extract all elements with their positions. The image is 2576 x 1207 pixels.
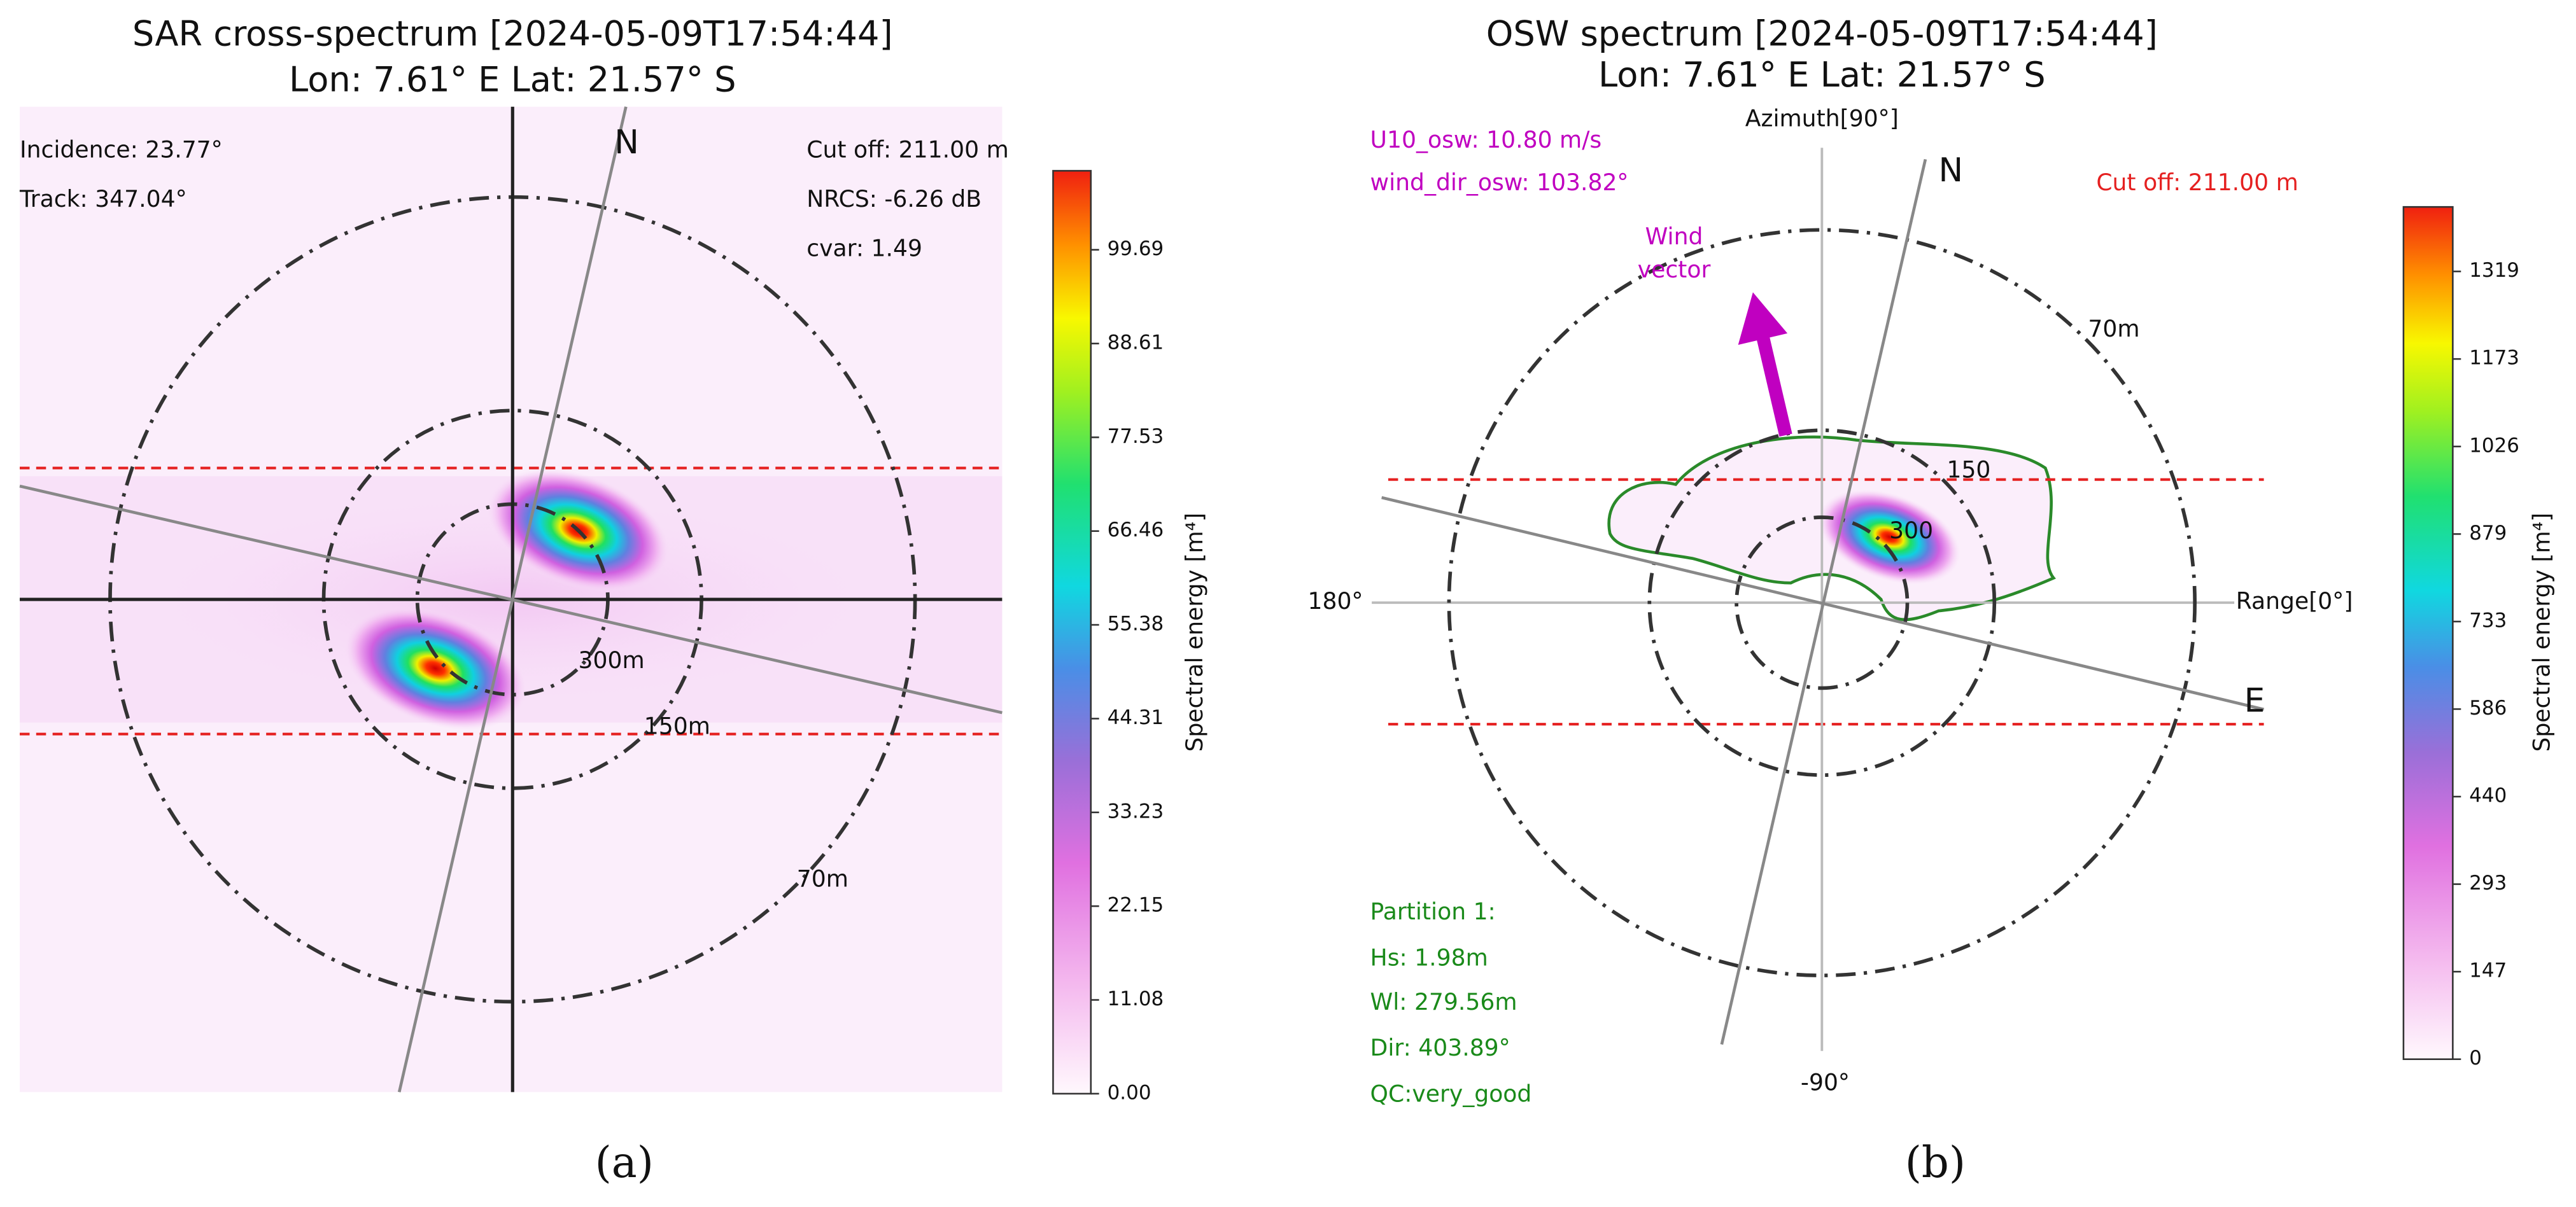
axis-label: Azimuth[90°] <box>1745 104 1899 132</box>
north-line <box>1720 158 1927 1045</box>
compass-label: N <box>1939 151 1964 190</box>
caption: (a) <box>595 1138 654 1187</box>
wind-vector-label: Wind <box>1645 223 1703 250</box>
east-line <box>19 484 1003 715</box>
colorbar <box>1052 170 1092 1095</box>
spectrum-peak <box>344 606 527 730</box>
colorbar-tick-label: 733 <box>2469 609 2507 632</box>
colorbar-tick-label: 44.31 <box>1108 706 1164 729</box>
caption: (b) <box>1905 1138 1966 1187</box>
compass-label: N <box>614 123 639 162</box>
colorbar-tick-label: 293 <box>2469 872 2507 895</box>
colorbar-label: Spectral energy [m⁴] <box>2528 513 2555 752</box>
partition-line: Hs: 1.98m <box>1370 944 1488 971</box>
colorbar-tick-label: 879 <box>2469 522 2507 545</box>
axis-label: Range[0°] <box>2236 587 2353 615</box>
wind-info: wind_dir_osw: 103.82° <box>1370 169 1629 196</box>
colorbar-tick-label: 1173 <box>2469 347 2519 370</box>
compass-label: E <box>2244 682 2265 720</box>
panel-b: OSW spectrum [2024-05-09T17:54:44] Lon: … <box>1307 13 2555 1187</box>
partition-title: Partition 1: <box>1370 898 1496 925</box>
ring-label: 150m <box>644 712 710 739</box>
info: Incidence: 23.77° <box>20 136 223 163</box>
ring-label: 70m <box>797 865 848 892</box>
colorbar-tick-label: 11.08 <box>1108 987 1164 1010</box>
wind-info: U10_osw: 10.80 m/s <box>1370 126 1602 153</box>
colorbar-tick-label: 66.46 <box>1108 519 1164 541</box>
colorbar <box>2402 206 2454 1061</box>
ring-label: 70m <box>2088 315 2139 342</box>
colorbar-tick-label: 0 <box>2469 1047 2482 1070</box>
colorbar-tick-label: 0.00 <box>1108 1081 1151 1104</box>
title: Lon: 7.61° E Lat: 21.57° S <box>1598 55 2046 95</box>
wind-arrow-head <box>1738 292 1788 345</box>
colorbar-label: Spectral energy [m⁴] <box>1181 513 1208 752</box>
colorbar-tick-label: 147 <box>2469 959 2507 982</box>
colorbar-tick-label: 55.38 <box>1108 613 1164 636</box>
axis-label: 180° <box>1307 587 1363 615</box>
info: cvar: 1.49 <box>806 234 922 262</box>
partition-line: QC:very_good <box>1370 1080 1532 1107</box>
ring-label: 300 <box>1889 517 1933 544</box>
info: NRCS: -6.26 dB <box>806 185 982 213</box>
colorbar-tick-label: 440 <box>2469 785 2507 807</box>
title: OSW spectrum [2024-05-09T17:54:44] <box>1486 13 2158 53</box>
colorbar-tick-label: 1319 <box>2469 259 2519 282</box>
colorbar-tick-label: 88.61 <box>1108 331 1164 354</box>
cutoff: Cut off: 211.00 m <box>2096 169 2298 196</box>
ring-label: 300m <box>579 646 645 674</box>
partition-line: Wl: 279.56m <box>1370 988 1517 1015</box>
ring <box>1735 515 1910 690</box>
spectrum-peak <box>1818 489 1960 585</box>
colorbar-tick-label: 1026 <box>2469 434 2519 457</box>
ring <box>1447 228 2197 977</box>
title: SAR cross-spectrum [2024-05-09T17:54:44] <box>132 13 893 53</box>
colorbar-tick-label: 99.69 <box>1108 237 1164 260</box>
axis-label: -90° <box>1801 1068 1850 1096</box>
ring <box>1647 428 1997 778</box>
wind-vector-label: vector <box>1638 256 1711 283</box>
colorbar-tick-label: 22.15 <box>1108 894 1164 917</box>
colorbar-tick-label: 77.53 <box>1108 425 1164 448</box>
colorbar-tick-label: 33.23 <box>1108 800 1164 823</box>
east-line <box>1381 496 2265 711</box>
info: Track: 347.04° <box>19 185 187 213</box>
colorbar-tick-label: 586 <box>2469 697 2507 720</box>
wind-arrow <box>1756 335 1792 437</box>
title: Lon: 7.61° E Lat: 21.57° S <box>289 60 736 100</box>
partition-line: Dir: 403.89° <box>1370 1034 1510 1061</box>
panel-a: SAR cross-spectrum [2024-05-09T17:54:44]… <box>19 13 1208 1187</box>
info: Cut off: 211.00 m <box>806 136 1009 163</box>
ring-label: 150 <box>1946 456 1990 484</box>
